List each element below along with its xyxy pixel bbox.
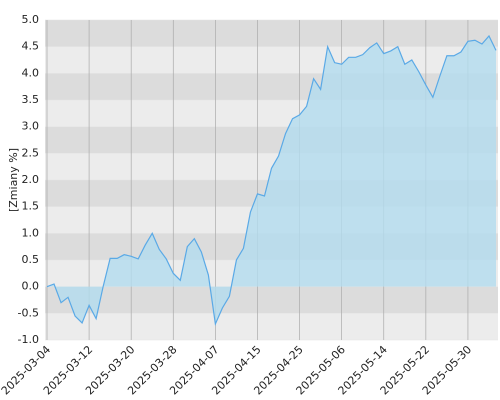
y-tick-label: 3.0 xyxy=(22,120,40,133)
band xyxy=(45,313,498,340)
y-tick-label: 4.0 xyxy=(22,66,40,79)
y-tick-label: 0.0 xyxy=(22,280,40,293)
y-tick-label: 2.0 xyxy=(22,173,40,186)
band xyxy=(45,20,498,47)
area xyxy=(47,36,496,324)
y-tick-label: 1.0 xyxy=(22,226,40,239)
line xyxy=(46,34,497,327)
y-tick-label: 4.5 xyxy=(22,40,40,53)
y-tick-label: 0.5 xyxy=(22,253,40,266)
y-tick-label: -1.0 xyxy=(18,333,39,346)
y-tick-label: 3.5 xyxy=(22,93,40,106)
band xyxy=(45,46,498,74)
band xyxy=(45,286,498,314)
y-axis-label: [Zmiany %] xyxy=(7,148,20,212)
y-tick-label: 5.0 xyxy=(22,13,40,26)
y-tick-label: 2.5 xyxy=(22,146,40,159)
y-tick-label: -0.5 xyxy=(18,306,39,319)
y-tick-label: 1.5 xyxy=(22,200,40,213)
